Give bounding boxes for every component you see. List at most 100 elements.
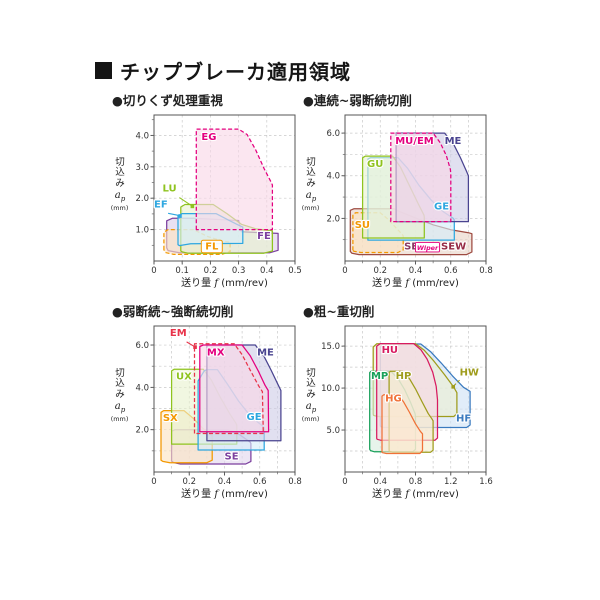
panel-heading: ●粗~重切削 xyxy=(303,304,375,319)
region-EG xyxy=(195,128,274,231)
wiper-badge-box xyxy=(415,241,440,253)
svg-text:0: 0 xyxy=(342,266,347,276)
tick-labels: 0 0.2 0.4 0.6 0.8 2.0 4.0 6.0 xyxy=(135,341,301,487)
svg-text:0.6: 0.6 xyxy=(444,266,458,276)
leader-line-LU xyxy=(179,197,192,206)
svg-text:1.0: 1.0 xyxy=(135,226,149,236)
region-label-SU: SU xyxy=(355,220,370,231)
region-label-FE: FE xyxy=(257,231,271,242)
chart-panel-continuous: ●連続~弱断続切削 切 込 み ap (mm) 0 0.2 0.4 0.6 0.8 2.0… xyxy=(302,90,499,292)
chart-wrap: 切 込 み ap (mm) 0 0.4 0.8 1.2 1.6 5.0 10.0 15.0 送り… xyxy=(302,321,499,503)
region-label-GU: GU xyxy=(367,159,383,170)
svg-text:0.1: 0.1 xyxy=(175,266,189,276)
tick-labels: 0 0.2 0.4 0.6 0.8 2.0 4.0 6.0 xyxy=(326,129,492,276)
svg-text:0.2: 0.2 xyxy=(373,266,387,276)
region-label-HW: HW xyxy=(460,368,479,379)
svg-text:4.0: 4.0 xyxy=(135,131,149,141)
svg-text:0.6: 0.6 xyxy=(253,477,267,487)
region-label-LU: LU xyxy=(162,183,176,194)
panel-heading: ●弱断続~強断続切削 xyxy=(112,304,234,319)
y-axis-label: 切 込 み ap (mm) xyxy=(111,157,129,212)
svg-text:0: 0 xyxy=(151,266,156,276)
y-axis-label: 切 込 み ap (mm) xyxy=(302,368,320,423)
svg-text:0: 0 xyxy=(342,477,347,487)
leader-line-EM xyxy=(186,341,195,347)
chart-panel-chip-control: ●切りくず処理重視 切 込 み ap (mm) 0 0.1 0.2 0.3 0.4 0.5… xyxy=(111,90,308,292)
svg-text:0: 0 xyxy=(151,477,156,487)
panel-heading: ●連続~弱断続切削 xyxy=(303,93,412,108)
svg-text:4.0: 4.0 xyxy=(135,383,149,393)
leader-marker-EF xyxy=(178,214,182,218)
region-label-MX: MX xyxy=(207,348,225,359)
region-MU/EM xyxy=(390,132,452,223)
svg-text:15.0: 15.0 xyxy=(321,342,340,352)
svg-text:0.4: 0.4 xyxy=(409,266,423,276)
chart-svg: 0 0.4 0.8 1.2 1.6 5.0 10.0 15.0 送り量 f (mm/rev) HF… xyxy=(321,325,493,500)
region-HG xyxy=(381,394,424,455)
svg-text:0.8: 0.8 xyxy=(409,477,423,487)
x-axis-label: 送り量 f (mm/rev) xyxy=(372,276,459,289)
x-axis-label: 送り量 f (mm/rev) xyxy=(181,487,268,500)
svg-text:0.2: 0.2 xyxy=(182,477,196,487)
y-axis-label: 切 込 み ap (mm) xyxy=(302,157,320,212)
chart-panel-interrupted: ●弱断続~強断続切削 切 込 み ap (mm) 0 0.2 0.4 0.6 0.8 2.… xyxy=(111,301,308,503)
region-label-UX: UX xyxy=(176,371,192,382)
y-axis-label: 切 込 み ap (mm) xyxy=(111,368,129,423)
svg-text:6.0: 6.0 xyxy=(135,341,149,351)
region-label-SEW: SEW xyxy=(441,241,466,252)
tick-labels: 0 0.1 0.2 0.3 0.4 0.5 1.0 2.0 3.0 4.0 xyxy=(135,119,302,276)
label-box-FL xyxy=(200,239,223,254)
svg-text:0.4: 0.4 xyxy=(260,266,274,276)
region-label-GE: GE xyxy=(434,201,449,212)
svg-text:0.5: 0.5 xyxy=(288,266,302,276)
region-label-MP: MP xyxy=(371,371,388,382)
region-label-SE: SE xyxy=(225,452,239,463)
region-MX xyxy=(199,344,270,433)
svg-text:0.8: 0.8 xyxy=(288,477,302,487)
svg-text:4.0: 4.0 xyxy=(326,172,340,182)
region-label-SX: SX xyxy=(163,413,178,424)
panel-heading: ●切りくず処理重視 xyxy=(112,93,223,108)
region-EM xyxy=(193,343,264,435)
svg-text:10.0: 10.0 xyxy=(321,384,340,394)
region-label-FL: FL xyxy=(205,242,219,253)
svg-text:2.0: 2.0 xyxy=(326,214,340,224)
svg-text:1.6: 1.6 xyxy=(479,477,493,487)
chart-panel-rough-heavy: ●粗~重切削 切 込 み ap (mm) 0 0.4 0.8 1.2 1.6 5.0 10.… xyxy=(302,301,499,503)
leader-line-HW xyxy=(453,379,460,386)
region-label-EF: EF xyxy=(154,200,168,211)
region-label-EG: EG xyxy=(201,132,216,143)
chart-svg: 0 0.1 0.2 0.3 0.4 0.5 1.0 2.0 3.0 4.0 送り量 f (mm/re… xyxy=(135,114,302,289)
region-label-HP: HP xyxy=(396,371,412,382)
svg-text:2.0: 2.0 xyxy=(135,194,149,204)
leader-line-EF xyxy=(167,212,179,217)
region-label-EM: EM xyxy=(170,328,187,339)
svg-text:2.0: 2.0 xyxy=(135,426,149,436)
svg-text:5.0: 5.0 xyxy=(326,426,340,436)
svg-text:0.8: 0.8 xyxy=(479,266,493,276)
svg-text:0.2: 0.2 xyxy=(204,266,218,276)
page-title: チップブレーカ適用領域 xyxy=(120,60,351,84)
svg-text:6.0: 6.0 xyxy=(326,129,340,139)
leader-marker-HW xyxy=(451,385,456,389)
svg-text:0.3: 0.3 xyxy=(232,266,246,276)
page-title-row: チップブレーカ適用領域 xyxy=(95,56,351,85)
tick-labels: 0 0.4 0.8 1.2 1.6 5.0 10.0 15.0 xyxy=(321,342,493,487)
x-axis-label: 送り量 f (mm/rev) xyxy=(181,276,268,289)
wiper-badge-text: Wiper xyxy=(417,244,439,252)
region-label-HG: HG xyxy=(385,394,402,405)
region-label-HF: HF xyxy=(456,414,471,425)
region-label-MU/EM: MU/EM xyxy=(395,136,434,147)
svg-text:3.0: 3.0 xyxy=(135,163,149,173)
region-label-GE: GE xyxy=(247,412,262,423)
chart-svg: 0 0.2 0.4 0.6 0.8 2.0 4.0 6.0 送り量 f (mm/rev) SE SX… xyxy=(135,325,302,500)
plot-border xyxy=(153,114,296,262)
svg-text:0.4: 0.4 xyxy=(218,477,232,487)
leader-marker-EM xyxy=(193,345,197,349)
chart-wrap: 切 込 み ap (mm) 0 0.2 0.4 0.6 0.8 2.0 4.0 6.0 送り量 … xyxy=(302,110,499,292)
region-label-ME: ME xyxy=(445,136,462,147)
leader-marker-LU xyxy=(190,204,195,209)
svg-text:1.2: 1.2 xyxy=(444,477,458,487)
